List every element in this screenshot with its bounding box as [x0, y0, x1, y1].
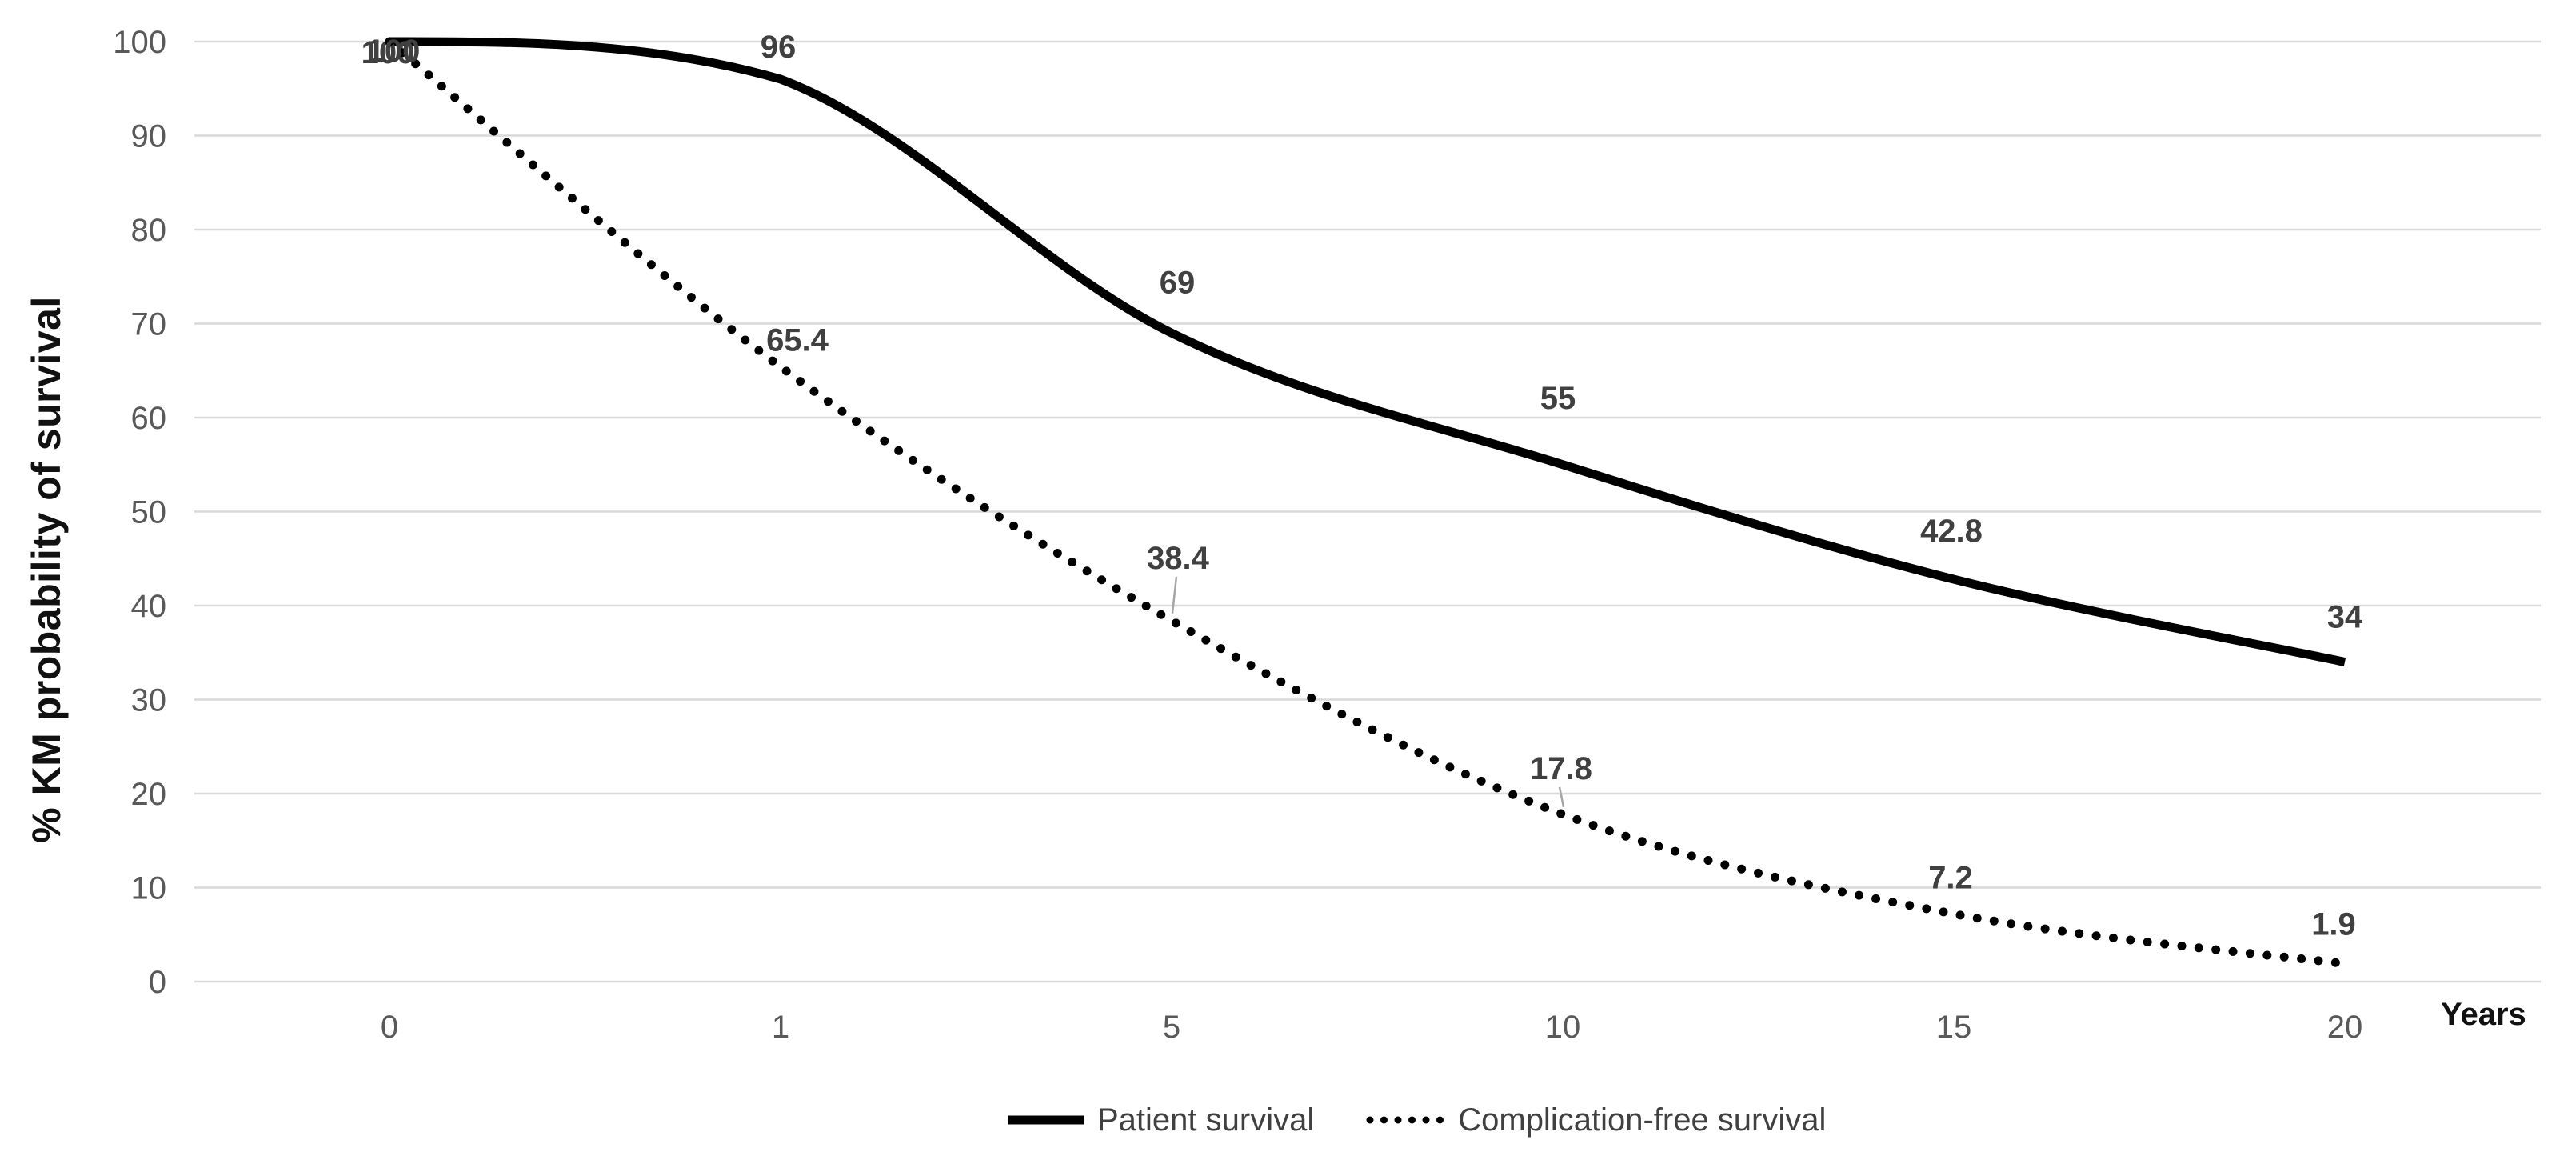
y-tick-label-10: 10	[131, 871, 167, 906]
data-label-complication-free-survival-0: 100	[367, 34, 421, 69]
legend: Patient survival Complication-free survi…	[1004, 1098, 1826, 1142]
y-tick-label-60: 60	[131, 401, 167, 436]
data-label-complication-free-survival-10: 17.8	[1530, 751, 1592, 786]
y-tick-label-30: 30	[131, 683, 167, 718]
x-tick-label-15: 15	[1936, 1010, 1972, 1045]
y-tick-label-100: 100	[113, 25, 166, 60]
data-label-complication-free-survival-20: 1.9	[2311, 907, 2356, 942]
data-label-complication-free-survival-15: 7.2	[1928, 860, 1973, 895]
dotted-line-swatch	[1366, 1116, 1449, 1124]
y-tick-label-90: 90	[131, 119, 167, 154]
data-label-leader-complication-free-survival-10	[1558, 786, 1565, 808]
data-label-patient-survival-1: 96	[761, 30, 797, 65]
data-label-complication-free-survival-1: 65.4	[766, 323, 829, 358]
y-tick-label-20: 20	[131, 777, 167, 812]
x-tick-label-0: 0	[381, 1010, 398, 1045]
legend-label-complication-free-survival: Complication-free survival	[1458, 1102, 1827, 1138]
y-tick-label-40: 40	[131, 589, 167, 624]
x-axis-title: Years	[2441, 997, 2526, 1032]
legend-label-patient-survival: Patient survival	[1097, 1102, 1315, 1138]
y-tick-label-0: 0	[149, 965, 166, 1000]
series-line-complication-free-survival	[385, 37, 2350, 969]
data-label-patient-survival-5: 69	[1160, 265, 1196, 300]
legend-item-complication-free-survival: Complication-free survival	[1365, 1102, 1826, 1138]
y-tick-label-50: 50	[131, 495, 167, 530]
x-tick-label-1: 1	[772, 1010, 789, 1045]
data-label-patient-survival-15: 42.8	[1920, 514, 1983, 549]
x-tick-label-5: 5	[1163, 1010, 1180, 1045]
data-label-leader-complication-free-survival-5	[1171, 576, 1178, 614]
solid-line-swatch	[1008, 1115, 1084, 1125]
data-label-patient-survival-20: 34	[2327, 600, 2363, 635]
data-label-patient-survival-10: 55	[1540, 381, 1576, 416]
y-tick-label-80: 80	[131, 213, 167, 248]
data-label-complication-free-survival-5: 38.4	[1147, 541, 1210, 576]
y-tick-label-70: 70	[131, 307, 167, 342]
legend-item-patient-survival: Patient survival	[1004, 1102, 1314, 1138]
series-line-patient-survival	[389, 37, 2346, 666]
x-tick-label-20: 20	[2327, 1010, 2363, 1045]
x-tick-label-10: 10	[1545, 1010, 1581, 1045]
